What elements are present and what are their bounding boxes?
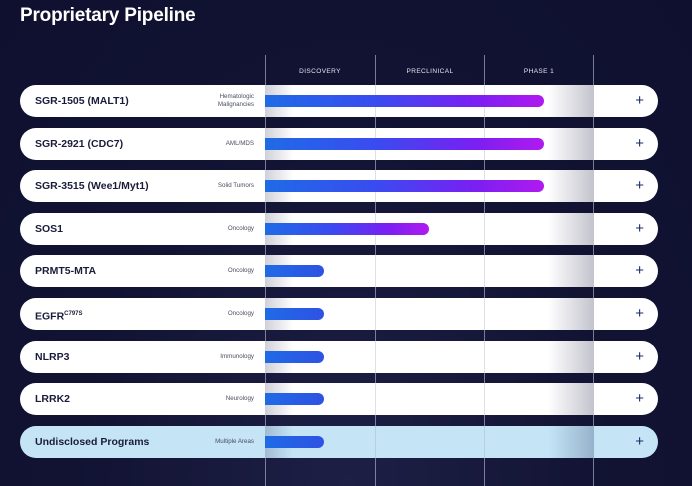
program-name: SOS1 <box>35 213 63 245</box>
row-shade-right <box>548 298 594 330</box>
row-shade-right <box>548 127 594 160</box>
row-shade-right <box>548 340 594 373</box>
phase-header-phase-1: PHASE 1 <box>523 68 555 75</box>
expand-plus-icon[interactable]: + <box>635 347 644 365</box>
pipeline-row[interactable]: SOS1 Oncology + <box>20 212 658 245</box>
progress-bar <box>265 435 324 448</box>
program-indication-text: Oncology <box>227 310 254 317</box>
expand-plus-icon[interactable]: + <box>635 219 644 237</box>
program-name-text: PRMT5-MTA <box>35 265 97 278</box>
program-name: SGR-2921 (CDC7) <box>35 128 123 160</box>
program-indication: Solid Tumors <box>134 170 254 202</box>
program-name-text: SGR-1505 (MALT1) <box>35 95 129 107</box>
cell-divider <box>375 255 376 288</box>
program-indication-text: Neurology <box>225 395 254 403</box>
pipeline-row[interactable]: SGR-1505 (MALT1) Hematologic Malignancies… <box>20 85 658 117</box>
progress-bar <box>265 222 429 235</box>
expand-plus-icon[interactable]: + <box>635 92 644 109</box>
program-name: LRRK2 <box>35 383 70 415</box>
cell-divider <box>375 425 376 458</box>
program-indication: Hematologic Malignancies <box>134 85 254 117</box>
program-indication-text: Oncology <box>227 224 254 232</box>
progress-bar <box>265 95 544 107</box>
expand-plus-icon[interactable]: + <box>635 262 644 280</box>
program-name-text: NLRP3 <box>35 350 70 363</box>
program-name: SGR-3515 (Wee1/Myt1) <box>35 170 149 202</box>
pipeline-row[interactable]: SGR-3515 (Wee1/Myt1) Solid Tumors + <box>20 170 658 203</box>
progress-bar <box>265 393 324 406</box>
progress-bar <box>265 265 324 278</box>
row-shade-right <box>548 383 594 416</box>
phase-header-discovery: DISCOVERY <box>299 68 341 75</box>
pipeline-row[interactable]: Undisclosed Programs Multiple Areas + <box>20 425 658 458</box>
program-name: Undisclosed Programs <box>35 426 149 458</box>
cell-divider <box>484 298 485 330</box>
program-indication: Immunology <box>134 341 254 373</box>
expand-plus-icon[interactable]: + <box>635 390 644 408</box>
program-indication-text: Immunology <box>220 352 254 360</box>
program-indication-text: Oncology <box>227 267 254 275</box>
cell-divider <box>375 340 376 373</box>
program-name: EGFRC797S <box>35 298 83 330</box>
program-name-text: SOS1 <box>35 222 64 235</box>
program-indication: Oncology <box>134 213 254 245</box>
cell-divider <box>484 255 485 288</box>
program-indication-text: Hematologic Malignancies <box>217 93 254 108</box>
program-name-text: Undisclosed Programs <box>35 435 150 448</box>
pipeline-row[interactable]: LRRK2 Neurology + <box>20 383 658 416</box>
row-shade-right <box>548 255 594 288</box>
program-name-text: SGR-3515 (Wee1/Myt1) <box>35 180 149 193</box>
program-indication: Oncology <box>134 298 254 330</box>
expand-plus-icon[interactable]: + <box>635 134 644 152</box>
row-shade-right <box>548 212 594 245</box>
row-shade-right <box>548 85 594 117</box>
pipeline-row[interactable]: PRMT5-MTA Oncology + <box>20 255 658 288</box>
program-indication: Multiple Areas <box>134 426 254 458</box>
program-name: SGR-1505 (MALT1) <box>35 85 129 117</box>
pipeline-row[interactable]: NLRP3 Immunology + <box>20 340 658 373</box>
cell-divider <box>375 383 376 416</box>
program-name-text: EGFR <box>35 310 65 323</box>
progress-bar <box>265 308 324 320</box>
cell-divider <box>375 298 376 330</box>
cell-divider <box>484 340 485 373</box>
program-indication: Neurology <box>134 383 254 415</box>
program-name: PRMT5-MTA <box>35 255 96 287</box>
cell-divider <box>484 212 485 245</box>
cell-divider <box>484 425 485 458</box>
progress-bar <box>265 180 544 193</box>
program-name-text: LRRK2 <box>35 393 71 406</box>
program-indication-text: Solid Tumors <box>217 182 254 190</box>
expand-plus-icon[interactable]: + <box>635 432 644 450</box>
row-shade-right <box>548 425 594 458</box>
pipeline-row[interactable]: EGFRC797S Oncology + <box>20 298 658 330</box>
program-name-superscript: C797S <box>64 311 83 317</box>
phase-header-preclinical: PRECLINICAL <box>406 68 454 75</box>
progress-bar <box>265 350 324 363</box>
program-indication: AML/MDS <box>134 128 254 160</box>
page-title: Proprietary Pipeline <box>20 5 196 26</box>
program-indication: Oncology <box>134 255 254 287</box>
row-shade-right <box>548 170 594 203</box>
expand-plus-icon[interactable]: + <box>635 305 644 322</box>
pipeline-row[interactable]: SGR-2921 (CDC7) AML/MDS + <box>20 127 658 160</box>
expand-plus-icon[interactable]: + <box>635 177 644 195</box>
program-indication-text: AML/MDS <box>225 139 254 147</box>
cell-divider <box>484 383 485 416</box>
program-indication-text: Multiple Areas <box>215 437 254 445</box>
program-name-text: SGR-2921 (CDC7) <box>35 137 124 150</box>
progress-bar <box>265 137 544 150</box>
program-name: NLRP3 <box>35 341 69 373</box>
